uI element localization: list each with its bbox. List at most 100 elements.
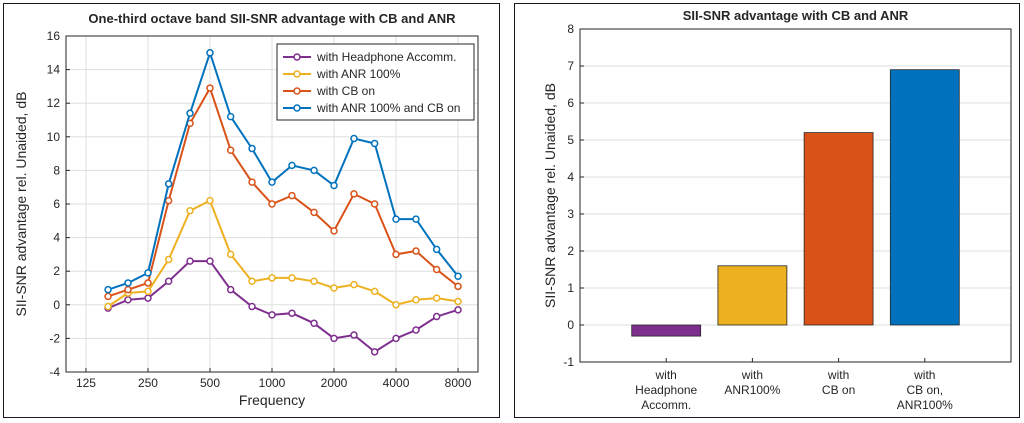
legend-label: with CB on: [316, 84, 375, 98]
data-point: [392, 250, 400, 259]
data-point: [124, 279, 132, 287]
data-point: [186, 257, 194, 265]
data-point: [412, 215, 420, 223]
data-point: [186, 109, 194, 118]
x-tick-label: with: [827, 368, 849, 382]
bar: [803, 132, 874, 326]
x-tick-label: CB on: [822, 383, 855, 397]
data-point: [432, 294, 441, 302]
y-tick-label: 14: [47, 63, 61, 77]
y-tick-label: 2: [567, 244, 574, 258]
data-point: [144, 287, 152, 296]
chart-title: SII-SNR advantage with CB and ANR: [683, 8, 909, 23]
data-point: [330, 181, 338, 190]
y-tick-label: 10: [47, 130, 61, 144]
axes-box: [579, 28, 1012, 363]
x-tick-label: with: [913, 368, 935, 382]
y-tick-label: 0: [567, 318, 574, 332]
data-point: [454, 272, 462, 280]
data-point: [226, 112, 235, 121]
data-point: [144, 269, 152, 277]
data-point: [454, 282, 462, 291]
legend-marker: [293, 53, 301, 61]
data-point: [310, 208, 318, 217]
data-point: [310, 166, 318, 175]
x-tick-label: 2000: [321, 376, 348, 390]
data-point: [248, 302, 256, 311]
data-point: [432, 245, 441, 254]
bar: [717, 265, 788, 326]
x-tick-label: 1000: [259, 376, 286, 390]
data-point: [268, 274, 276, 282]
y-tick-label: 4: [53, 231, 60, 245]
x-tick-label: Headphone: [635, 383, 697, 397]
data-point: [206, 84, 214, 92]
data-point: [288, 274, 296, 282]
data-point: [206, 196, 214, 205]
data-point: [370, 287, 379, 296]
data-point: [226, 285, 235, 294]
y-tick-label: 0: [53, 298, 60, 312]
chart-title: One-third octave band SII-SNR advantage …: [88, 11, 456, 26]
x-tick-label: ANR100%: [724, 383, 780, 397]
data-point: [288, 161, 296, 170]
x-tick-label: 250: [138, 376, 158, 390]
data-point: [268, 178, 276, 186]
y-axis-label: SII-SNR advantage rel. Unaided, dB: [542, 83, 558, 308]
x-tick-label: Accomm.: [641, 398, 691, 412]
legend-label: with ANR 100% and CB on: [316, 101, 460, 115]
legend-marker: [293, 70, 301, 78]
data-point: [370, 139, 379, 148]
y-tick-label: 1: [567, 281, 574, 295]
x-tick-label: 8000: [445, 376, 472, 390]
data-point: [330, 227, 338, 235]
data-point: [330, 334, 338, 343]
data-point: [350, 331, 358, 339]
y-tick-label: 12: [47, 96, 61, 110]
y-tick-label: 5: [567, 133, 574, 147]
data-point: [454, 306, 462, 314]
x-tick-label: CB on,: [906, 383, 943, 397]
data-point: [206, 49, 214, 57]
data-point: [164, 180, 173, 188]
y-axis-label: SII-SNR advantage rel. Unaided, dB: [13, 92, 29, 317]
data-point: [432, 265, 441, 274]
data-point: [350, 190, 358, 198]
x-tick-label: ANR100%: [897, 398, 953, 412]
data-point: [164, 255, 173, 264]
data-point: [248, 178, 256, 186]
data-point: [104, 285, 112, 294]
data-point: [392, 215, 400, 223]
legend-marker: [293, 87, 301, 95]
data-point: [412, 247, 420, 255]
data-point: [226, 146, 235, 154]
y-tick-label: 6: [567, 96, 574, 110]
data-point: [288, 191, 296, 200]
data-point: [268, 200, 276, 208]
y-tick-label: 7: [567, 59, 574, 73]
data-point: [370, 348, 379, 356]
data-point: [310, 319, 318, 328]
y-tick-label: 6: [53, 197, 60, 211]
legend-marker: [293, 104, 301, 112]
data-point: [206, 257, 214, 265]
data-point: [164, 196, 173, 205]
data-point: [144, 279, 152, 287]
data-point: [412, 296, 420, 304]
data-point: [454, 297, 462, 306]
y-tick-label: -2: [49, 331, 60, 345]
x-tick-label: with: [655, 368, 677, 382]
y-tick-label: 2: [53, 264, 60, 278]
data-point: [392, 301, 400, 309]
line-chart-svg: 125 250 500 1000 2000 4000 8000 -4 -2 0 2 4 6 8 10 12 14…: [13, 11, 479, 408]
legend-label: with ANR 100%: [316, 67, 401, 81]
y-tick-label: 16: [47, 29, 61, 43]
data-point: [350, 134, 358, 143]
data-point: [124, 296, 132, 304]
data-point: [104, 292, 112, 301]
y-tick-label: -1: [563, 355, 574, 369]
data-point: [268, 311, 276, 319]
y-tick-label: -4: [49, 365, 60, 379]
data-point: [310, 277, 318, 286]
data-point: [350, 280, 358, 289]
